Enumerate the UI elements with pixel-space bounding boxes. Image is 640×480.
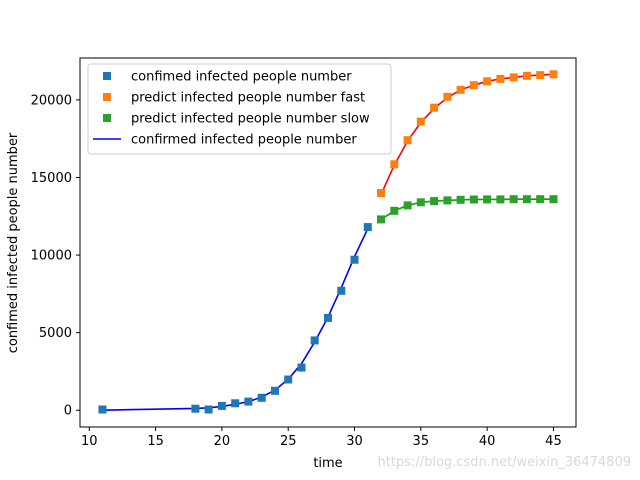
data-point-s2-2 bbox=[403, 201, 412, 210]
data-point-s0-5 bbox=[244, 397, 253, 406]
data-point-s1-9 bbox=[496, 74, 505, 83]
x-axis-ticks: 10 15 20 25 30 35 40 45 bbox=[81, 427, 562, 449]
x-tick-label-2: 20 bbox=[214, 434, 231, 449]
legend-marker-swatch-0 bbox=[103, 72, 111, 80]
x-tick-label-6: 40 bbox=[479, 434, 496, 449]
data-point-s1-3 bbox=[416, 117, 425, 126]
data-point-s1-5 bbox=[443, 92, 452, 101]
data-point-s0-3 bbox=[217, 401, 226, 410]
x-tick-label-3: 25 bbox=[280, 434, 297, 449]
data-point-s2-0 bbox=[377, 215, 385, 224]
x-tick-label-5: 35 bbox=[413, 434, 430, 449]
data-point-s2-1 bbox=[390, 206, 399, 215]
data-point-s2-13 bbox=[549, 195, 558, 204]
legend-label-3: confirmed infected people number bbox=[131, 133, 357, 148]
y-axis-label: confimed infected people number bbox=[6, 132, 21, 353]
y-tick-label-4: 20000 bbox=[31, 93, 72, 108]
data-point-s1-12 bbox=[536, 71, 545, 80]
data-point-s0-2 bbox=[204, 405, 213, 414]
data-point-s0-8 bbox=[284, 375, 293, 384]
data-point-s1-11 bbox=[522, 71, 531, 80]
legend-label-1: predict infected people number fast bbox=[131, 91, 365, 106]
data-point-s2-3 bbox=[416, 198, 425, 207]
x-tick-label-1: 15 bbox=[147, 434, 164, 449]
y-tick-label-2: 10000 bbox=[31, 249, 72, 264]
data-point-s1-6 bbox=[456, 85, 465, 94]
data-point-s0-14 bbox=[363, 223, 372, 232]
x-tick-label-7: 45 bbox=[545, 434, 562, 449]
data-point-s2-9 bbox=[496, 195, 505, 204]
legend-marker-swatch-2 bbox=[103, 114, 111, 122]
data-point-s2-5 bbox=[443, 196, 452, 205]
data-point-s1-0 bbox=[377, 189, 385, 197]
data-point-s0-9 bbox=[297, 363, 306, 372]
plot-frame bbox=[79, 57, 577, 428]
data-point-s2-4 bbox=[430, 197, 439, 206]
x-tick-label-4: 30 bbox=[346, 434, 363, 449]
data-point-s2-6 bbox=[456, 195, 465, 204]
data-point-s0-0 bbox=[98, 405, 107, 414]
data-point-s1-10 bbox=[509, 73, 518, 82]
data-point-s1-2 bbox=[403, 136, 412, 145]
markers-layer bbox=[98, 70, 558, 414]
data-point-s1-7 bbox=[469, 81, 478, 90]
legend-marker-swatch-1 bbox=[103, 93, 111, 101]
data-point-s1-8 bbox=[483, 77, 492, 86]
data-point-s2-12 bbox=[536, 195, 545, 204]
legend: confimed infected people number predict i… bbox=[87, 63, 392, 155]
legend-label-2: predict infected people number slow bbox=[131, 112, 370, 127]
watermark-text: https://blog.csdn.net/weixin_36474809 bbox=[377, 455, 631, 470]
data-point-s1-4 bbox=[430, 103, 439, 112]
legend-label-0: confimed infected people number bbox=[131, 70, 352, 85]
data-point-s0-6 bbox=[257, 393, 266, 402]
x-axis-label: time bbox=[313, 456, 342, 471]
y-tick-label-0: 0 bbox=[64, 404, 72, 419]
x-tick-label-0: 10 bbox=[81, 434, 98, 449]
data-point-s0-12 bbox=[337, 286, 346, 295]
data-point-s1-1 bbox=[390, 160, 399, 169]
y-axis-ticks: 0 5000 10000 15000 20000 bbox=[31, 93, 80, 419]
data-point-s0-13 bbox=[350, 255, 359, 264]
data-point-s0-7 bbox=[271, 386, 279, 395]
y-tick-label-1: 5000 bbox=[39, 326, 72, 341]
data-point-s0-10 bbox=[310, 336, 319, 345]
data-point-s1-13 bbox=[549, 70, 558, 79]
data-point-s2-10 bbox=[509, 195, 518, 204]
data-point-s2-11 bbox=[522, 195, 531, 204]
data-point-s0-1 bbox=[191, 404, 200, 413]
y-tick-label-3: 15000 bbox=[31, 171, 72, 186]
data-point-s0-11 bbox=[324, 313, 332, 322]
data-point-s0-4 bbox=[231, 399, 240, 408]
data-point-s2-8 bbox=[483, 195, 492, 204]
legend-box bbox=[87, 63, 392, 155]
data-point-s2-7 bbox=[469, 195, 478, 204]
